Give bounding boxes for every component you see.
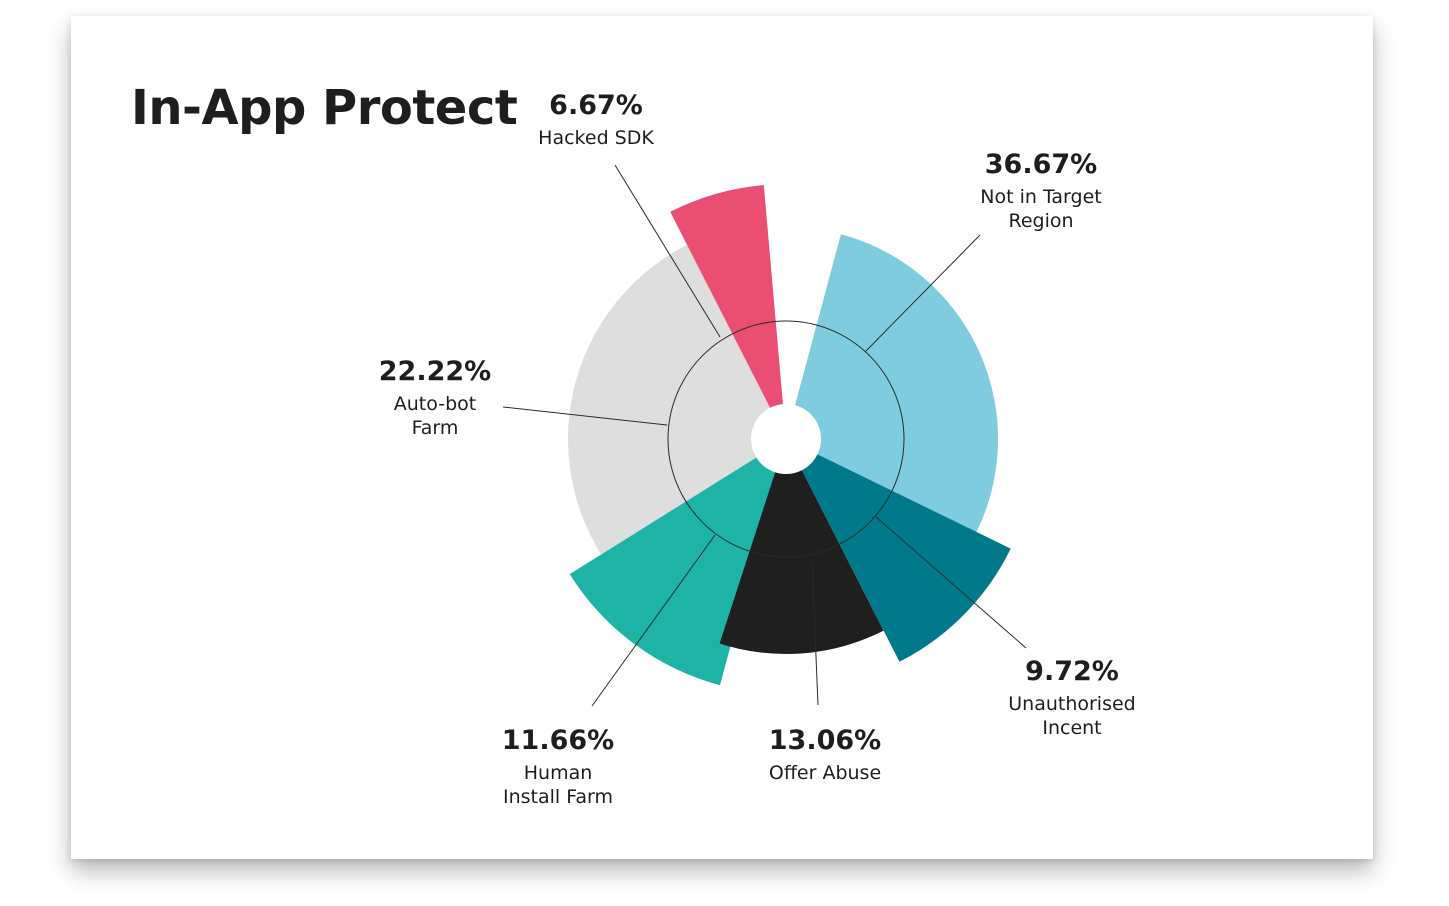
slice-label-4-1: Farm bbox=[412, 417, 459, 439]
leader-line-4 bbox=[502, 406, 668, 426]
center-hole bbox=[751, 404, 821, 474]
slice-label-0-1: Region bbox=[1008, 210, 1073, 232]
slice-value-0: 36.67% bbox=[985, 149, 1097, 180]
leader-line-5 bbox=[614, 164, 721, 338]
slice-label-4-0: Auto-bot bbox=[394, 393, 476, 415]
chart-wedges bbox=[568, 185, 1011, 686]
wedge-1 bbox=[786, 439, 1011, 662]
slice-value-4: 22.22% bbox=[379, 356, 491, 387]
slice-label-3-1: Install Farm bbox=[503, 786, 613, 808]
chart-title: In-App Protect bbox=[131, 80, 518, 136]
slice-value-2: 13.06% bbox=[769, 725, 881, 756]
wedge-2 bbox=[719, 439, 884, 655]
leader-lines bbox=[502, 164, 1027, 707]
leader-line-0 bbox=[865, 234, 981, 352]
leader-line-2 bbox=[811, 558, 819, 706]
slice-label-2-0: Offer Abuse bbox=[769, 762, 881, 784]
slice-label-5-0: Hacked SDK bbox=[538, 127, 654, 149]
leader-line-3 bbox=[591, 534, 716, 707]
slice-value-3: 11.66% bbox=[502, 725, 614, 756]
slice-value-5: 6.67% bbox=[549, 90, 643, 121]
leader-line-1 bbox=[875, 516, 1027, 649]
slice-value-1: 9.72% bbox=[1025, 656, 1119, 687]
slice-label-0-0: Not in Target bbox=[980, 186, 1101, 208]
wedge-5 bbox=[670, 185, 786, 439]
slice-label-1-0: Unauthorised bbox=[1008, 693, 1136, 715]
slice-label-1-1: Incent bbox=[1042, 717, 1101, 739]
slice-label-3-0: Human bbox=[524, 762, 593, 784]
reference-ring bbox=[667, 320, 905, 558]
